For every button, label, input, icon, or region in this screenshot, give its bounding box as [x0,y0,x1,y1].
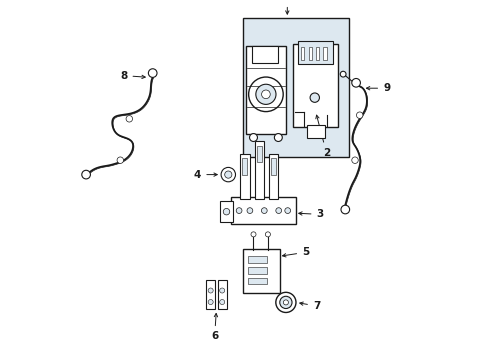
FancyBboxPatch shape [220,201,232,222]
FancyBboxPatch shape [297,41,332,64]
Circle shape [351,78,360,87]
Bar [242,158,247,175]
Bar [315,48,319,60]
Circle shape [219,288,224,293]
Circle shape [236,208,242,213]
Text: 6: 6 [210,314,218,341]
Circle shape [279,296,291,309]
Text: 5: 5 [282,247,309,257]
Bar [247,256,266,263]
FancyBboxPatch shape [205,280,215,309]
Text: 9: 9 [366,83,389,93]
Bar [326,115,336,126]
Bar [256,146,261,162]
FancyBboxPatch shape [240,154,249,199]
Bar [301,48,304,60]
Bar [294,112,303,126]
FancyBboxPatch shape [268,154,278,199]
Circle shape [221,167,235,182]
Text: 1: 1 [283,0,290,14]
Circle shape [340,71,346,77]
Circle shape [223,208,229,215]
FancyBboxPatch shape [293,44,337,127]
Bar [270,158,276,175]
Circle shape [340,205,349,214]
Text: 8: 8 [120,71,145,81]
Circle shape [219,300,224,305]
Circle shape [249,134,257,141]
Circle shape [261,208,266,213]
Circle shape [117,157,123,163]
Text: 7: 7 [299,301,320,311]
Text: 2: 2 [315,115,329,158]
Circle shape [265,232,270,237]
Circle shape [274,134,282,141]
Bar [247,278,266,284]
Circle shape [284,208,290,213]
Circle shape [250,232,256,237]
Text: 3: 3 [298,210,323,219]
Circle shape [246,208,252,213]
Circle shape [261,90,270,99]
Circle shape [275,292,295,312]
FancyBboxPatch shape [251,46,277,63]
FancyBboxPatch shape [306,125,324,138]
Bar [247,267,266,274]
FancyBboxPatch shape [243,249,279,293]
Bar [323,48,326,60]
FancyBboxPatch shape [254,141,264,199]
Circle shape [208,288,213,293]
Text: 4: 4 [194,170,217,180]
Bar [242,18,348,157]
Circle shape [275,208,281,213]
FancyBboxPatch shape [230,197,295,224]
FancyBboxPatch shape [245,46,285,134]
Circle shape [148,69,157,77]
Circle shape [208,300,213,305]
Circle shape [126,116,132,122]
Circle shape [351,157,358,163]
Bar [308,48,311,60]
Circle shape [248,77,283,112]
Circle shape [255,84,275,104]
FancyBboxPatch shape [217,280,226,309]
Circle shape [309,93,319,102]
Circle shape [356,112,362,118]
Circle shape [224,171,231,178]
Circle shape [81,170,90,179]
Circle shape [283,300,288,305]
